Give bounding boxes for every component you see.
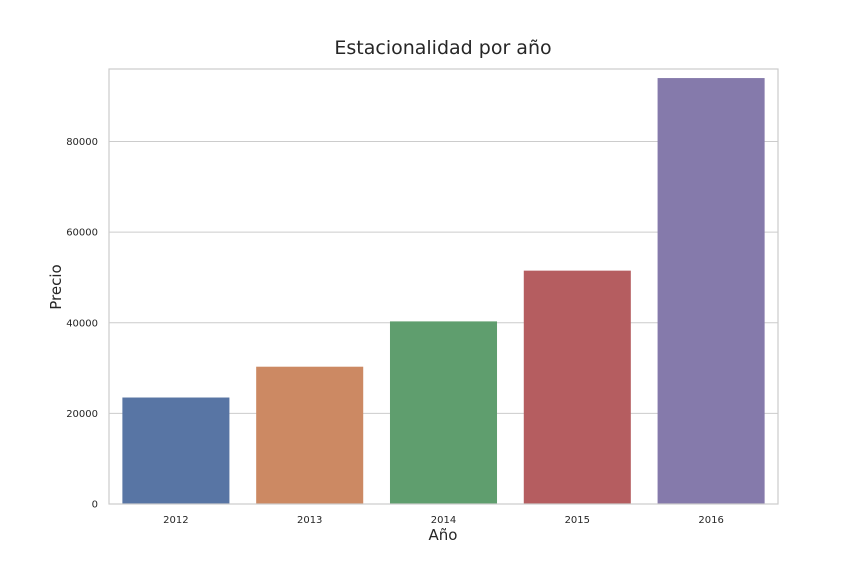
x-tick-label: 2013 bbox=[297, 515, 322, 526]
y-axis-label: Precio bbox=[47, 264, 65, 309]
y-tick-label: 20000 bbox=[66, 409, 98, 420]
bars bbox=[122, 78, 765, 504]
bar-2015 bbox=[523, 270, 631, 504]
y-tick-label: 0 bbox=[92, 500, 98, 511]
bar-2013 bbox=[256, 366, 364, 504]
y-tick-label: 40000 bbox=[66, 318, 98, 329]
y-tick-label: 60000 bbox=[66, 228, 98, 239]
x-tick-label: 2016 bbox=[698, 515, 723, 526]
x-tick-label: 2015 bbox=[565, 515, 590, 526]
y-tick-labels: 0 20000 40000 60000 80000 bbox=[66, 137, 98, 511]
y-tick-label: 80000 bbox=[66, 137, 98, 148]
bar-2016 bbox=[657, 78, 765, 504]
plot-frame bbox=[108, 68, 779, 505]
chart-title: Estacionalidad por año bbox=[334, 37, 551, 59]
x-axis-label: Año bbox=[429, 526, 458, 544]
x-tick-label: 2012 bbox=[163, 515, 188, 526]
x-tick-labels: 2012 2013 2014 2015 2016 bbox=[163, 515, 724, 526]
bar-2014 bbox=[389, 321, 498, 504]
x-tick-label: 2014 bbox=[431, 515, 456, 526]
bar-2012 bbox=[122, 397, 230, 504]
